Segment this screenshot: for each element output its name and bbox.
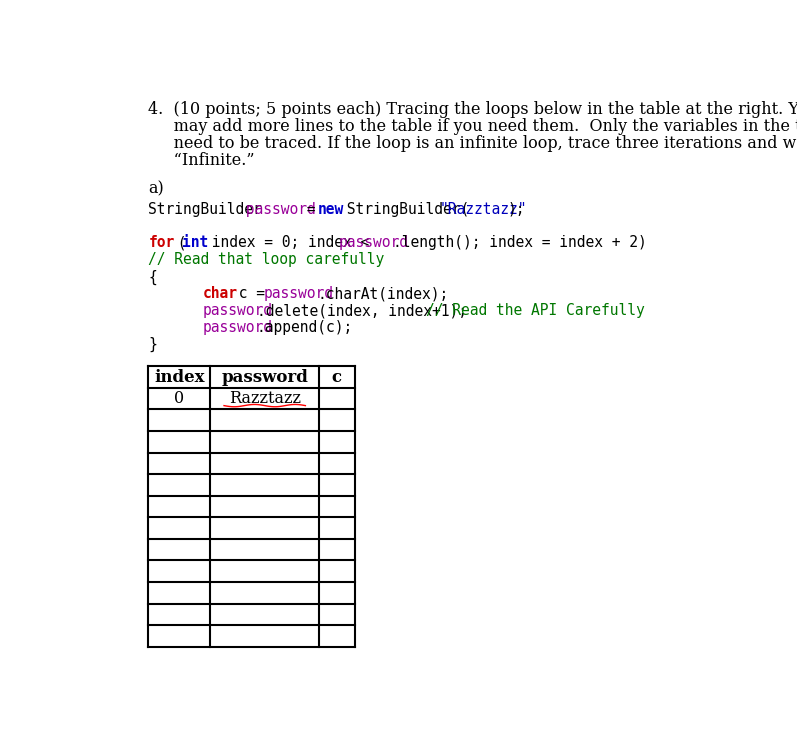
Text: "Razztazz": "Razztazz"	[440, 201, 528, 217]
Text: 0: 0	[175, 390, 185, 407]
Text: .append(c);: .append(c);	[257, 320, 353, 335]
Text: int: int	[183, 236, 209, 250]
Text: new: new	[318, 201, 344, 217]
Text: .delete(index, index+1);: .delete(index, index+1);	[257, 303, 476, 318]
Text: (: (	[169, 236, 186, 250]
Text: // Read the API Carefully: // Read the API Carefully	[426, 303, 646, 318]
Text: c: c	[332, 369, 342, 385]
Text: password: password	[338, 236, 408, 250]
Text: password: password	[222, 369, 308, 385]
Text: password: password	[237, 201, 316, 217]
Text: a): a)	[148, 180, 164, 197]
Text: );: );	[508, 201, 525, 217]
Text: }: }	[148, 337, 157, 353]
Text: Razztazz: Razztazz	[229, 390, 300, 407]
Text: password: password	[202, 303, 273, 318]
Text: // Read that loop carefully: // Read that loop carefully	[148, 253, 385, 267]
Text: char: char	[202, 286, 238, 301]
Text: 4.  (10 points; 5 points each) Tracing the loops below in the table at the right: 4. (10 points; 5 points each) Tracing th…	[148, 101, 797, 118]
Text: StringBuilder: StringBuilder	[148, 201, 262, 217]
Text: need to be traced. If the loop is an infinite loop, trace three iterations and w: need to be traced. If the loop is an inf…	[148, 135, 797, 153]
Text: {: {	[148, 269, 157, 285]
Text: password: password	[202, 320, 273, 335]
Text: .length(); index = index + 2): .length(); index = index + 2)	[393, 236, 646, 250]
Text: may add more lines to the table if you need them.  Only the variables in the tab: may add more lines to the table if you n…	[148, 118, 797, 135]
Text: password: password	[264, 286, 334, 301]
Text: for: for	[148, 236, 175, 250]
Text: index = 0; index <: index = 0; index <	[202, 236, 378, 250]
Text: c =: c =	[230, 286, 273, 301]
Text: .charAt(index);: .charAt(index);	[318, 286, 450, 301]
Text: index: index	[154, 369, 205, 385]
Text: “Infinite.”: “Infinite.”	[148, 153, 255, 169]
Text: =: =	[297, 201, 324, 217]
Text: StringBuilder(: StringBuilder(	[338, 201, 469, 217]
